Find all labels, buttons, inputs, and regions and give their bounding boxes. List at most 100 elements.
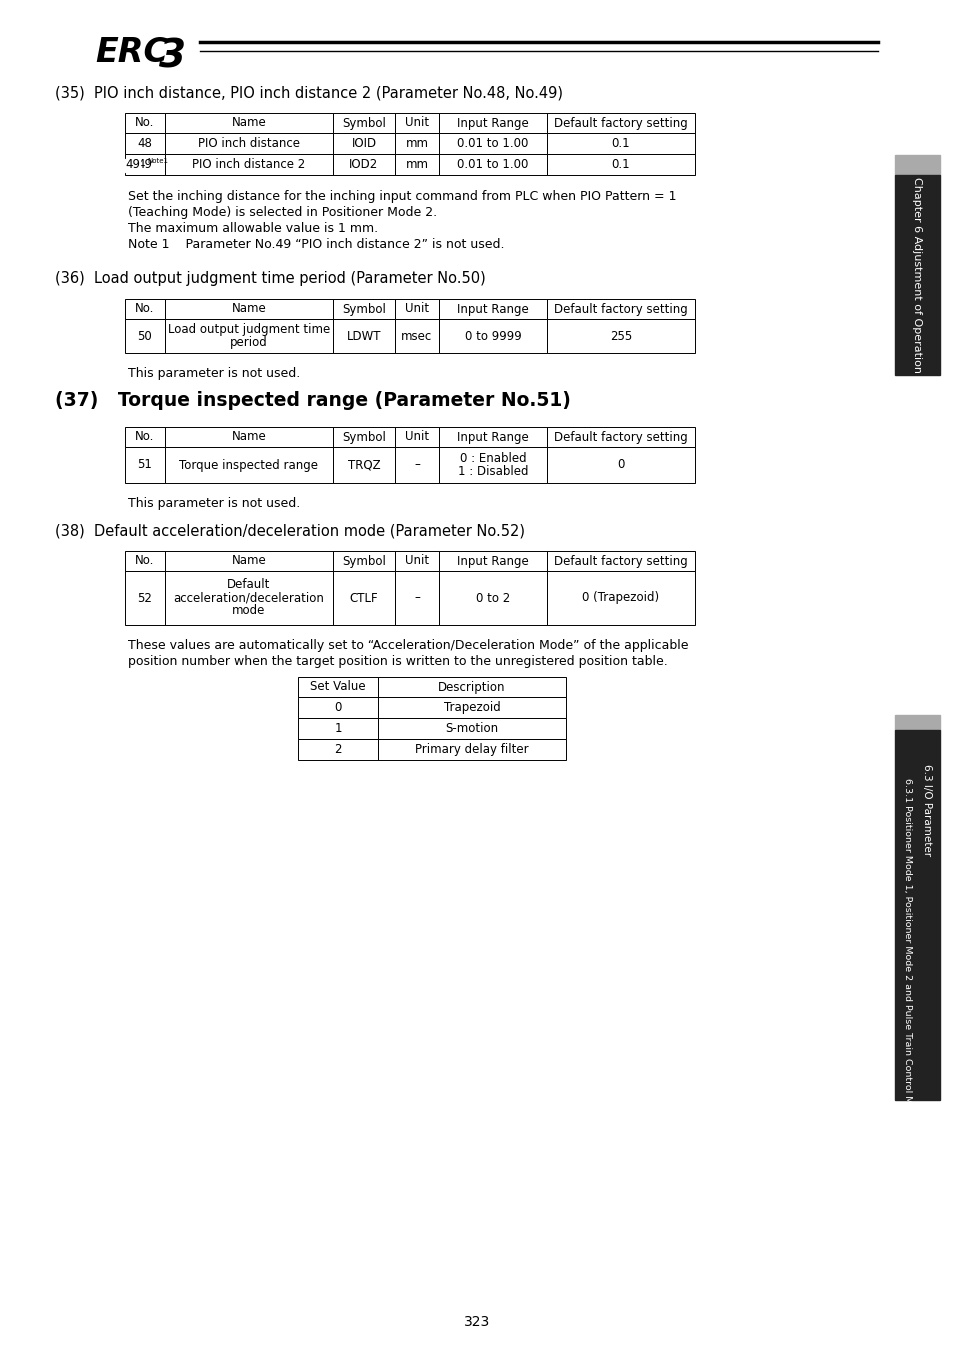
Bar <box>125 551 165 571</box>
Bar <box>546 551 695 571</box>
Bar <box>297 697 377 718</box>
Bar <box>395 571 438 625</box>
Text: Input Range: Input Range <box>456 116 528 130</box>
Text: PIO inch distance 2: PIO inch distance 2 <box>193 158 305 171</box>
Text: 0 to 9999: 0 to 9999 <box>464 329 521 343</box>
Bar <box>377 738 565 760</box>
Text: Note1: Note1 <box>147 158 168 163</box>
Bar <box>546 154 695 176</box>
Text: 0 : Enabled: 0 : Enabled <box>459 452 526 464</box>
Text: Name: Name <box>232 116 266 130</box>
Bar <box>125 447 165 483</box>
Text: –: – <box>414 459 419 471</box>
Text: Description: Description <box>437 680 505 694</box>
Text: Input Range: Input Range <box>456 431 528 444</box>
Text: Torque inspected range: Torque inspected range <box>179 459 318 471</box>
Bar <box>894 155 939 176</box>
Bar <box>438 447 546 483</box>
Text: 6.3.1 Positioner Mode 1, Positioner Mode 2 and Pulse Train Control Mode: 6.3.1 Positioner Mode 1, Positioner Mode… <box>902 779 911 1122</box>
Bar <box>395 113 438 134</box>
Text: Default factory setting: Default factory setting <box>554 302 687 316</box>
Text: IOID: IOID <box>351 136 376 150</box>
Text: (36)  Load output judgment time period (Parameter No.50): (36) Load output judgment time period (P… <box>55 271 485 286</box>
Text: LDWT: LDWT <box>346 329 381 343</box>
Text: mm: mm <box>405 158 428 171</box>
Text: CTLF: CTLF <box>350 591 378 605</box>
Bar <box>165 134 333 154</box>
Text: position number when the target position is written to the unregistered position: position number when the target position… <box>128 655 667 668</box>
Text: 52: 52 <box>137 591 152 605</box>
Text: (35)  PIO inch distance, PIO inch distance 2 (Parameter No.48, No.49): (35) PIO inch distance, PIO inch distanc… <box>55 85 562 100</box>
Bar <box>438 427 546 447</box>
Bar <box>546 427 695 447</box>
Bar <box>377 676 565 697</box>
Bar <box>125 571 165 625</box>
Text: Chapter 6 Adjustment of Operation: Chapter 6 Adjustment of Operation <box>911 177 922 373</box>
Text: Set Value: Set Value <box>310 680 365 694</box>
Bar <box>395 551 438 571</box>
Text: 0.1: 0.1 <box>611 136 630 150</box>
Bar <box>125 319 165 352</box>
Text: 2: 2 <box>334 743 341 756</box>
Text: Symbol: Symbol <box>342 116 386 130</box>
Bar <box>395 319 438 352</box>
Text: TRQZ: TRQZ <box>347 459 380 471</box>
Bar <box>333 427 395 447</box>
Bar <box>125 113 165 134</box>
Text: This parameter is not used.: This parameter is not used. <box>128 497 300 510</box>
Text: Name: Name <box>232 431 266 444</box>
Text: 0.01 to 1.00: 0.01 to 1.00 <box>456 158 528 171</box>
Text: 0.01 to 1.00: 0.01 to 1.00 <box>456 136 528 150</box>
Bar <box>165 427 333 447</box>
Bar <box>333 298 395 319</box>
Bar <box>894 176 939 375</box>
Text: Symbol: Symbol <box>342 302 386 316</box>
Bar <box>395 134 438 154</box>
Bar <box>333 319 395 352</box>
Text: mm: mm <box>405 136 428 150</box>
Text: 6.3 I/O Parameter: 6.3 I/O Parameter <box>922 764 931 856</box>
Text: Symbol: Symbol <box>342 431 386 444</box>
Bar <box>333 551 395 571</box>
Text: 1 : Disabled: 1 : Disabled <box>457 464 528 478</box>
Text: Default: Default <box>227 579 271 591</box>
Text: 1: 1 <box>334 722 341 734</box>
Bar <box>297 676 377 697</box>
Bar <box>333 113 395 134</box>
Bar <box>438 571 546 625</box>
Text: This parameter is not used.: This parameter is not used. <box>128 367 300 379</box>
Text: –: – <box>414 591 419 605</box>
Text: 0: 0 <box>334 701 341 714</box>
Bar <box>125 154 165 176</box>
Text: period: period <box>230 336 268 350</box>
Bar <box>438 134 546 154</box>
Bar <box>165 571 333 625</box>
Bar <box>125 427 165 447</box>
Bar <box>894 716 939 730</box>
Text: These values are automatically set to “Acceleration/Deceleration Mode” of the ap: These values are automatically set to “A… <box>128 639 688 652</box>
Text: 255: 255 <box>609 329 632 343</box>
Text: Input Range: Input Range <box>456 302 528 316</box>
Text: Name: Name <box>232 555 266 567</box>
Text: mode: mode <box>233 605 265 617</box>
Bar <box>333 154 395 176</box>
Text: Unit: Unit <box>404 302 429 316</box>
Text: Default factory setting: Default factory setting <box>554 116 687 130</box>
Bar <box>297 738 377 760</box>
Bar <box>333 447 395 483</box>
Bar <box>894 730 939 1100</box>
Bar <box>438 298 546 319</box>
Text: (37)   Torque inspected range (Parameter No.51): (37) Torque inspected range (Parameter N… <box>55 392 570 410</box>
Text: 3: 3 <box>159 36 186 76</box>
Text: (38)  Default acceleration/deceleration mode (Parameter No.52): (38) Default acceleration/deceleration m… <box>55 524 524 539</box>
Bar <box>395 427 438 447</box>
Text: PIO inch distance: PIO inch distance <box>198 136 299 150</box>
Bar <box>395 154 438 176</box>
Bar <box>377 718 565 738</box>
Text: Symbol: Symbol <box>342 555 386 567</box>
Text: Note 1    Parameter No.49 “PIO inch distance 2” is not used.: Note 1 Parameter No.49 “PIO inch distanc… <box>128 238 504 251</box>
Bar <box>438 319 546 352</box>
Text: IOD2: IOD2 <box>349 158 378 171</box>
Text: 0 to 2: 0 to 2 <box>476 591 510 605</box>
Bar <box>438 113 546 134</box>
